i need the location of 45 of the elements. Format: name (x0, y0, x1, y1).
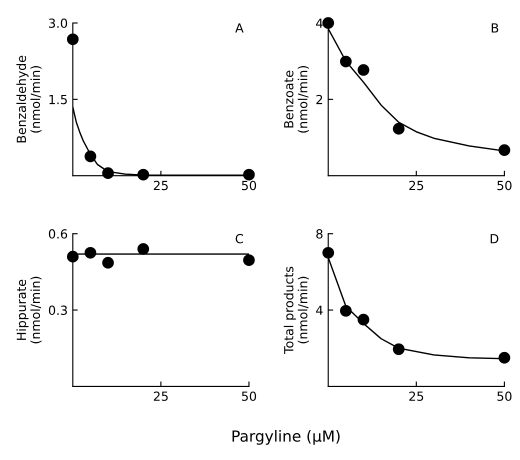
x-tick-label: 50 (497, 391, 512, 401)
point (84, 246, 96, 259)
point (137, 168, 150, 181)
point (243, 254, 255, 266)
y-axis-title: Benzaldehyde (nmol/min) (16, 56, 42, 142)
point (102, 256, 114, 269)
point (392, 122, 405, 135)
x-tick-label: 50 (497, 180, 512, 190)
point (392, 343, 405, 356)
point (137, 243, 150, 255)
annotation: A (235, 23, 244, 32)
y-axis-title: Total products (nmol/min) (284, 266, 309, 354)
point (498, 144, 510, 156)
x-tick-label: 25 (154, 391, 168, 401)
annotation: B (492, 23, 498, 32)
point (498, 352, 510, 364)
point (66, 250, 79, 262)
point (66, 33, 79, 46)
y-tick-label: 3.0 (49, 18, 68, 28)
point (340, 304, 352, 317)
y-axis-title: Hippurate (nmol/min) (16, 276, 42, 344)
y-axis-title: Benzoate (nmol/min) (284, 66, 309, 133)
point (322, 246, 334, 259)
y-tick-label: 4 (316, 18, 323, 28)
point (358, 64, 370, 76)
point (340, 56, 352, 68)
point (322, 17, 334, 29)
y-tick-label: 0.6 (48, 229, 68, 239)
point (102, 167, 114, 179)
x-tick-label: 25 (409, 391, 424, 401)
x-tick-label: 50 (242, 391, 256, 401)
y-tick-label: 4 (316, 306, 323, 315)
x-tick-label: 25 (154, 180, 168, 190)
annotation: D (490, 234, 498, 244)
x-tick-label: 50 (242, 180, 256, 190)
annotation: C (236, 234, 243, 244)
point (84, 150, 96, 162)
x-axis-title: Pargyline (μM) (232, 430, 340, 445)
y-tick-label: 0.3 (48, 306, 67, 315)
point (358, 314, 370, 326)
point (243, 168, 255, 181)
y-tick-label: 8 (316, 229, 323, 239)
x-tick-label: 25 (409, 180, 424, 190)
y-tick-label: 2 (316, 94, 322, 104)
y-tick-label: 1.5 (49, 94, 67, 104)
